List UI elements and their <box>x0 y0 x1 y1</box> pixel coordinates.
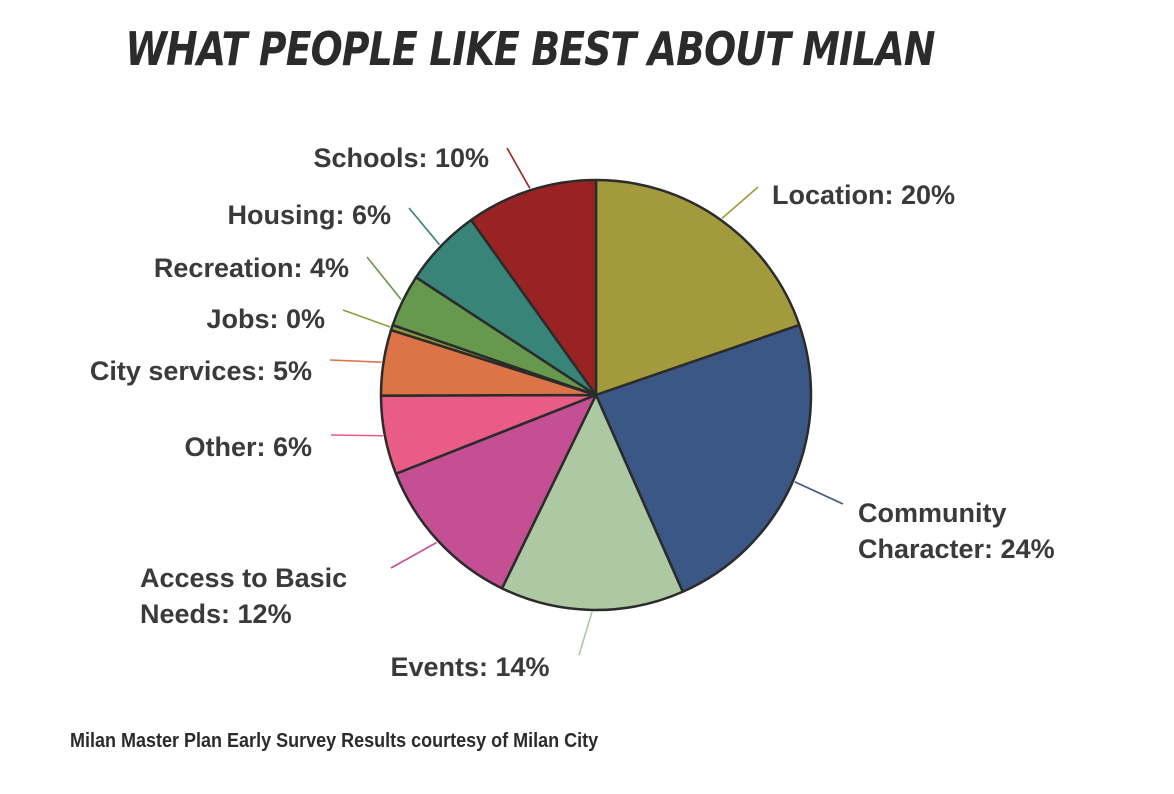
pie-label-location: Location: 20% <box>772 180 955 210</box>
pie-label-other: Other: 6% <box>184 432 312 462</box>
pie-label-events: Events: 14% <box>390 652 549 682</box>
pie-slice-events <box>500 393 684 612</box>
pie-slices <box>379 178 813 612</box>
leader-line-jobs <box>342 309 391 328</box>
pie-label-access-to-basic-needs: Access to Basic Needs: 12% <box>140 563 347 629</box>
chart-title: WHAT PEOPLE LIKE BEST ABOUT MILAN <box>125 22 935 76</box>
pie-leader-lines <box>329 147 844 656</box>
pie-label-line: Access to Basic <box>140 563 347 593</box>
pie-slice-schools <box>469 178 598 397</box>
pie-slice-access-to-basic-needs <box>394 393 598 590</box>
leader-line-access-to-basic-needs <box>390 541 438 569</box>
pie-label-line: Needs: 12% <box>140 599 292 629</box>
pie-label-recreation: Recreation: 4% <box>154 253 349 283</box>
pie-label-community-character: Community Character: 24% <box>858 498 1055 564</box>
pie-label-line: Character: 24% <box>858 534 1055 564</box>
pie-label-housing: Housing: 6% <box>227 200 391 230</box>
leader-line-city-services <box>329 359 382 363</box>
pie-label-line: Community <box>858 498 1007 528</box>
leader-line-community-character <box>794 481 844 505</box>
leader-line-events <box>578 611 593 656</box>
pie-label-city-services: City services: 5% <box>90 356 312 386</box>
pie-label-schools: Schools: 10% <box>313 143 489 173</box>
pie-labels: Location: 20% Community Character: 24% Even… <box>90 143 1055 682</box>
leader-line-location <box>721 186 759 219</box>
leader-line-other <box>330 434 383 437</box>
source-footnote: Milan Master Plan Early Survey Results c… <box>70 730 599 752</box>
pie-label-jobs: Jobs: 0% <box>206 304 325 334</box>
leader-line-housing <box>408 207 441 246</box>
pie-slice-community-character <box>594 323 813 593</box>
leader-line-schools <box>506 147 531 189</box>
leader-line-recreation <box>366 256 402 301</box>
